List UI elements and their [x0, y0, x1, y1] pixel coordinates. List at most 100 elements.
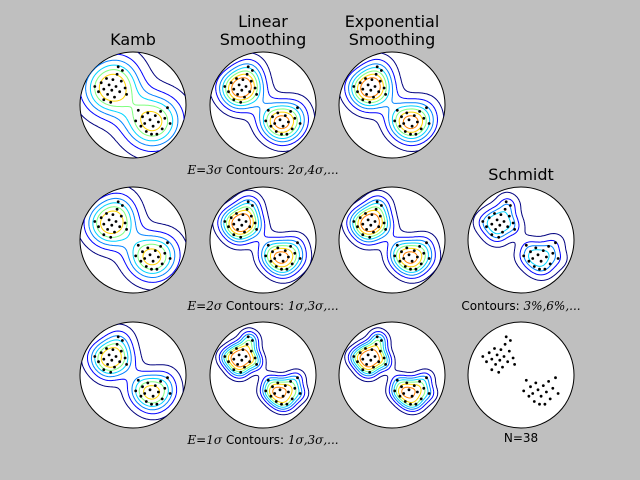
caption-row-2: E=2σ Contours: 1σ,3σ,... — [186, 299, 338, 313]
data-point-10 — [501, 365, 504, 369]
data-point-29 — [289, 110, 292, 113]
data-point-18 — [497, 370, 501, 374]
data-point-11 — [373, 85, 377, 88]
data-point-32 — [538, 402, 541, 406]
data-point-6 — [494, 363, 497, 366]
data-point-15 — [251, 204, 254, 207]
stereonet-panel-r1-c2 — [209, 51, 317, 159]
data-point-18 — [239, 235, 243, 239]
data-point-25 — [278, 253, 282, 257]
data-point-19 — [361, 233, 365, 237]
data-point-11 — [114, 85, 118, 88]
data-point-38 — [427, 257, 431, 260]
data-point-2 — [485, 225, 488, 229]
data-point-2 — [227, 360, 230, 364]
data-point-17 — [384, 363, 387, 366]
data-point-11 — [244, 85, 248, 88]
data-point-23 — [143, 392, 147, 395]
data-point-18 — [239, 100, 243, 104]
data-point-34 — [425, 106, 428, 110]
data-point-9 — [111, 213, 115, 216]
data-point-23 — [402, 257, 406, 260]
data-point-21 — [266, 243, 270, 247]
contour-level-2 — [218, 331, 306, 412]
data-point-24 — [534, 381, 538, 385]
contour-level-1 — [472, 191, 568, 281]
data-point-12 — [115, 342, 119, 346]
data-point-6 — [106, 363, 109, 366]
data-point-3 — [99, 81, 103, 85]
data-point-38 — [556, 392, 560, 395]
data-point-12 — [374, 207, 378, 211]
data-point-6 — [494, 228, 497, 231]
data-point-17 — [125, 363, 128, 366]
data-point-15 — [509, 204, 512, 207]
column-title-schmidt: Schmidt — [488, 165, 554, 184]
data-point-20 — [246, 65, 250, 69]
data-point-13 — [118, 90, 122, 94]
data-point-10 — [372, 365, 375, 369]
data-point-3 — [487, 216, 491, 220]
data-point-3 — [99, 216, 103, 220]
data-point-13 — [377, 225, 381, 229]
data-point-5 — [364, 77, 367, 80]
data-point-3 — [487, 351, 491, 355]
data-point-12 — [245, 72, 249, 76]
data-point-6 — [236, 93, 239, 96]
data-point-28 — [545, 255, 548, 259]
data-point-16 — [382, 356, 386, 360]
data-point-16 — [123, 86, 127, 90]
data-point-2 — [356, 225, 359, 229]
data-point-5 — [235, 77, 238, 80]
stereonet-circle — [338, 51, 446, 159]
data-point-3 — [229, 351, 233, 355]
data-point-17 — [255, 228, 258, 231]
data-point-25 — [536, 253, 540, 257]
data-point-28 — [157, 390, 160, 394]
data-point-24 — [534, 246, 538, 250]
data-point-25 — [536, 388, 540, 392]
data-point-12 — [115, 72, 119, 76]
data-point-27 — [153, 384, 157, 387]
data-point-14 — [507, 349, 511, 353]
data-point-8 — [369, 358, 373, 362]
data-point-21 — [266, 378, 270, 382]
density-contours — [344, 327, 439, 416]
data-point-36 — [285, 402, 289, 406]
density-contours — [472, 191, 568, 281]
data-point-5 — [235, 212, 238, 215]
data-point-31 — [163, 251, 167, 255]
data-point-26 — [281, 259, 285, 263]
data-point-2 — [97, 90, 100, 94]
data-point-32 — [150, 402, 153, 406]
data-point-22 — [529, 385, 532, 389]
data-point-12 — [503, 342, 507, 346]
data-point-34 — [296, 376, 299, 380]
data-point-5 — [493, 347, 496, 350]
data-point-7 — [107, 353, 111, 357]
data-point-6 — [236, 363, 239, 366]
data-point-28 — [157, 255, 160, 259]
stereonet-circle — [209, 51, 317, 159]
data-point-28 — [416, 255, 419, 259]
data-point-19 — [232, 368, 236, 372]
data-point-28 — [287, 255, 290, 259]
data-point-10 — [113, 95, 116, 99]
data-point-10 — [501, 230, 504, 234]
caption-schmidt: Contours: 3%,6%,... — [461, 299, 580, 313]
stereonet-panels — [79, 51, 575, 429]
data-point-10 — [243, 95, 246, 99]
data-point-11 — [244, 220, 248, 223]
data-point-21 — [136, 108, 140, 112]
data-point-33 — [274, 265, 278, 268]
data-point-20 — [504, 200, 508, 204]
data-point-27 — [412, 114, 416, 117]
data-point-13 — [248, 360, 252, 364]
data-point-15 — [380, 204, 383, 207]
data-point-35 — [139, 394, 143, 398]
data-point-31 — [293, 386, 297, 390]
data-point-20 — [504, 335, 508, 339]
contour-level-3 — [85, 59, 179, 147]
data-point-17 — [513, 228, 516, 231]
data-point-27 — [412, 249, 416, 252]
